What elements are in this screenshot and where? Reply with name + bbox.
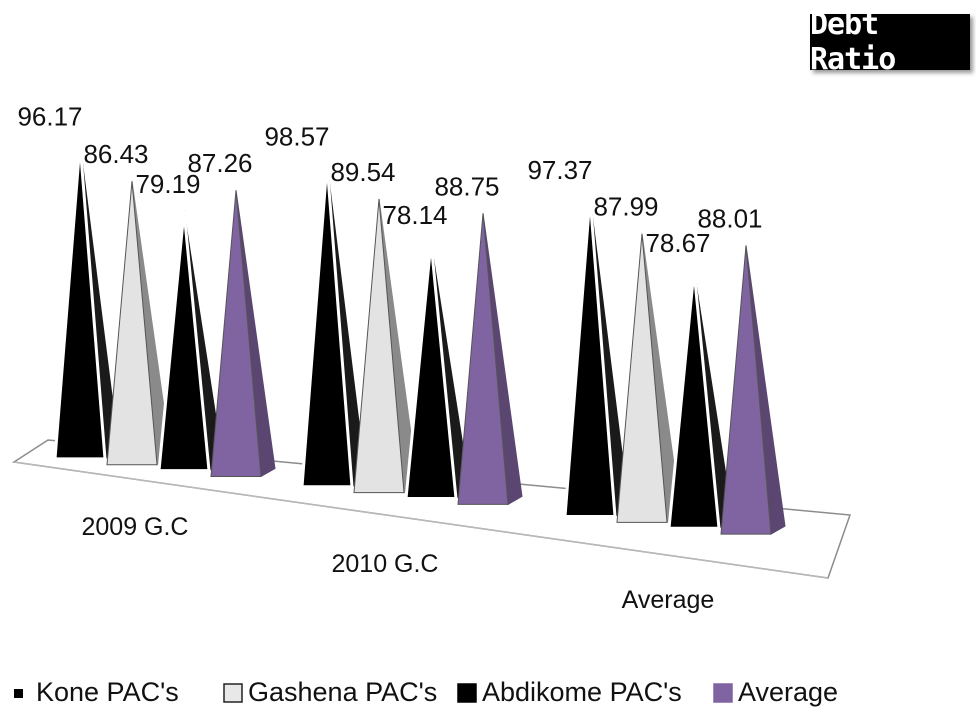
value-label: 86.43 — [83, 139, 148, 169]
value-label: 88.01 — [697, 203, 762, 233]
legend-label: Gashena PAC's — [248, 677, 437, 707]
value-label: 97.37 — [527, 155, 592, 185]
pyramid-gashena-pac-s-average — [616, 233, 682, 524]
category-label-average: Average — [622, 586, 715, 614]
pyramid-abdikome-pac-s-2010-g-c — [404, 242, 471, 500]
value-label: 89.54 — [330, 157, 395, 187]
pyramid-abdikome-pac-s-2009-g-c — [157, 210, 224, 473]
pyramid-kone-pac-s-2009-g-c — [53, 143, 120, 461]
value-label: 87.99 — [593, 192, 658, 222]
legend-item-abdikome-pac-s: Abdikome PAC's — [457, 677, 682, 707]
pyramid-average-2010-g-c — [457, 213, 523, 506]
value-label: 87.26 — [187, 148, 252, 178]
pyramid-abdikome-pac-s-average — [667, 270, 734, 530]
value-label: 79.19 — [135, 169, 200, 199]
legend-swatch — [457, 683, 477, 703]
legend-label: Kone PAC's — [36, 677, 179, 707]
legend-swatch — [713, 683, 733, 703]
pyramid-kone-pac-s-2010-g-c — [300, 163, 367, 489]
value-label: 88.75 — [434, 171, 499, 201]
legend-item-kone-pac-s: Kone PAC's — [14, 677, 179, 707]
category-labels: 2009 G.C 2010 G.C Average — [81, 513, 714, 614]
pyramid-bars — [53, 143, 786, 535]
legend-item-gashena-pac-s: Gashena PAC's — [223, 677, 437, 707]
legend: Kone PAC's Gashena PAC's Abdikome PAC's Ave… — [14, 677, 838, 707]
value-label: 78.14 — [382, 200, 447, 230]
legend-label: Abdikome PAC's — [482, 677, 682, 707]
value-label: 78.67 — [645, 228, 710, 258]
value-label: 98.57 — [264, 121, 329, 151]
pyramid-average-average — [720, 245, 786, 535]
legend-label: Average — [738, 677, 838, 707]
category-label-2009-g-c: 2009 G.C — [81, 513, 188, 541]
legend-swatch — [14, 689, 23, 698]
pyramid-gashena-pac-s-2009-g-c — [106, 181, 172, 466]
pyramid-average-2009-g-c — [210, 190, 276, 478]
floor-front-edge — [13, 461, 829, 579]
legend-item-average: Average — [713, 677, 838, 707]
pyramid-gashena-pac-s-2010-g-c — [353, 198, 419, 494]
value-label: 96.17 — [17, 101, 82, 131]
pyramid-kone-pac-s-average — [563, 196, 630, 518]
legend-swatch — [223, 683, 243, 703]
category-label-2010-g-c: 2010 G.C — [331, 550, 438, 578]
